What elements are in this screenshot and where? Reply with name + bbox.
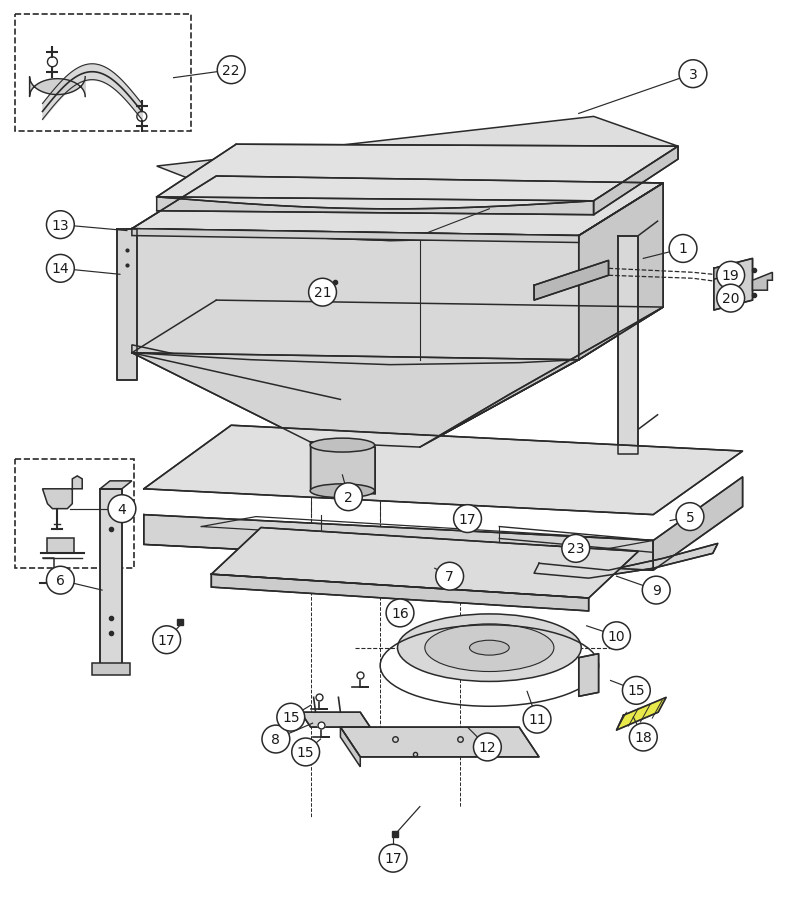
Polygon shape (132, 176, 663, 236)
Circle shape (262, 725, 290, 754)
FancyBboxPatch shape (14, 15, 191, 132)
Circle shape (622, 676, 650, 705)
Text: 4: 4 (118, 502, 126, 516)
Circle shape (46, 567, 74, 595)
Text: 16: 16 (391, 607, 409, 620)
Polygon shape (211, 528, 638, 598)
Polygon shape (211, 574, 589, 611)
Circle shape (454, 505, 482, 533)
Text: 19: 19 (722, 269, 739, 283)
Circle shape (218, 57, 245, 85)
Polygon shape (157, 198, 594, 215)
Text: 20: 20 (722, 292, 739, 306)
Circle shape (108, 495, 136, 523)
Polygon shape (42, 476, 82, 509)
Ellipse shape (398, 614, 582, 682)
Polygon shape (578, 654, 598, 697)
Circle shape (679, 61, 707, 88)
Polygon shape (638, 221, 658, 236)
Text: 14: 14 (51, 262, 69, 276)
Polygon shape (654, 477, 742, 571)
Polygon shape (578, 184, 663, 360)
Circle shape (562, 535, 590, 562)
Text: 5: 5 (686, 510, 694, 524)
Circle shape (523, 706, 551, 733)
Circle shape (669, 235, 697, 263)
Circle shape (602, 622, 630, 650)
Polygon shape (30, 77, 86, 97)
Polygon shape (534, 261, 609, 301)
Ellipse shape (310, 484, 374, 498)
Text: 18: 18 (634, 731, 652, 744)
Text: 8: 8 (271, 732, 280, 746)
Text: 17: 17 (158, 633, 175, 647)
Polygon shape (100, 482, 132, 489)
Polygon shape (341, 727, 360, 767)
Text: 17: 17 (458, 512, 476, 526)
Polygon shape (594, 147, 678, 215)
Text: 3: 3 (689, 68, 698, 82)
Circle shape (46, 211, 74, 239)
Polygon shape (618, 236, 638, 455)
Polygon shape (92, 663, 130, 675)
Circle shape (630, 723, 658, 751)
FancyBboxPatch shape (14, 460, 134, 569)
Circle shape (46, 255, 74, 283)
Circle shape (717, 262, 745, 289)
Polygon shape (714, 265, 728, 280)
Polygon shape (638, 414, 658, 430)
Polygon shape (127, 230, 132, 354)
Text: 22: 22 (222, 63, 240, 77)
Polygon shape (132, 230, 578, 244)
Circle shape (717, 285, 745, 312)
Text: 21: 21 (314, 286, 331, 300)
Polygon shape (144, 425, 742, 515)
Polygon shape (132, 346, 341, 400)
Text: 15: 15 (282, 710, 299, 724)
Circle shape (292, 738, 319, 766)
Polygon shape (341, 727, 539, 757)
Text: 6: 6 (56, 573, 65, 587)
Polygon shape (157, 118, 678, 198)
Polygon shape (617, 698, 666, 731)
Circle shape (334, 483, 362, 511)
Polygon shape (117, 230, 137, 380)
Circle shape (436, 562, 463, 590)
Text: 1: 1 (678, 243, 687, 256)
Circle shape (277, 704, 305, 732)
Text: 2: 2 (344, 490, 353, 505)
Ellipse shape (310, 438, 374, 452)
Circle shape (474, 733, 502, 761)
Polygon shape (310, 443, 375, 494)
Circle shape (676, 503, 704, 531)
Ellipse shape (425, 624, 554, 672)
Circle shape (153, 626, 181, 654)
Text: 13: 13 (51, 219, 69, 233)
Text: 15: 15 (297, 745, 314, 759)
Text: 9: 9 (652, 584, 661, 597)
Text: 12: 12 (478, 740, 496, 754)
Polygon shape (157, 145, 678, 201)
Polygon shape (47, 539, 74, 554)
Text: 11: 11 (528, 712, 546, 726)
Text: 7: 7 (446, 570, 454, 584)
Polygon shape (144, 515, 654, 571)
Circle shape (309, 279, 337, 307)
Circle shape (386, 599, 414, 627)
Polygon shape (132, 230, 578, 365)
Polygon shape (420, 308, 663, 448)
Text: 10: 10 (608, 630, 626, 643)
Polygon shape (753, 273, 772, 291)
Polygon shape (534, 544, 718, 579)
Text: 17: 17 (384, 851, 402, 866)
Polygon shape (714, 259, 753, 311)
Polygon shape (132, 354, 578, 448)
Circle shape (642, 576, 670, 605)
Text: 23: 23 (567, 542, 585, 556)
Circle shape (379, 845, 407, 872)
Polygon shape (100, 489, 122, 668)
Text: 15: 15 (627, 684, 645, 698)
Ellipse shape (470, 641, 510, 655)
Polygon shape (301, 712, 370, 727)
